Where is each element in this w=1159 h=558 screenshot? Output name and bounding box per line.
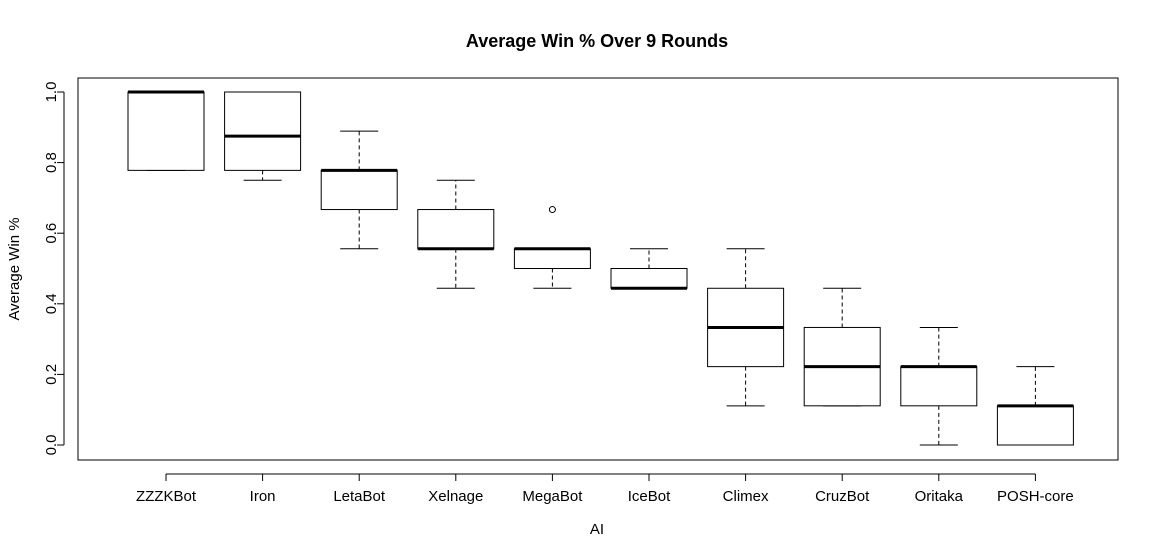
- x-tick-label: LetaBot: [333, 488, 386, 505]
- x-tick-label: Xelnage: [428, 488, 483, 505]
- box-rect: [513, 248, 591, 269]
- box-rect: [224, 91, 302, 171]
- plot-frame: [77, 77, 1119, 461]
- x-tick-label: POSH-core: [997, 488, 1074, 505]
- box-cruzbot: [803, 287, 881, 407]
- box-rect: [127, 91, 205, 171]
- box-rect: [417, 209, 495, 250]
- box-icebot: [610, 248, 688, 290]
- y-tick-label: 0.8: [43, 152, 60, 173]
- x-tick-label: Climex: [723, 488, 769, 505]
- box-rect: [900, 366, 978, 407]
- outlier-point: [548, 206, 556, 214]
- y-tick-label: 0.0: [43, 435, 60, 456]
- y-tick-label: 0.6: [43, 223, 60, 244]
- x-tick-label: MegaBot: [522, 488, 583, 505]
- chart-title: Average Win % Over 9 Rounds: [466, 31, 728, 51]
- box-xelnage: [417, 179, 495, 289]
- x-tick-label: CruzBot: [815, 488, 870, 505]
- box-climex: [707, 248, 785, 407]
- box-zzzkbot: [127, 90, 205, 171]
- y-tick-label: 0.2: [43, 364, 60, 385]
- boxes: [127, 90, 1074, 446]
- x-axis: ZZZKBot Iron LetaBot Xelnage MegaBot IceBot Cl…: [136, 473, 1074, 505]
- box-rect: [610, 268, 688, 289]
- y-tick-label: 0.4: [43, 293, 60, 314]
- box-rect: [320, 169, 398, 211]
- x-tick-label: Iron: [250, 488, 276, 505]
- y-axis: 0.0 0.2 0.4 0.6 0.8 1.0: [43, 82, 65, 456]
- x-axis-label: AI: [590, 521, 604, 538]
- x-tick-label: Oritaka: [915, 488, 964, 505]
- y-tick-label: 1.0: [43, 82, 60, 103]
- y-axis-label: Average Win %: [6, 217, 23, 320]
- box-megabot: [513, 206, 591, 289]
- box-oritaka: [900, 326, 978, 446]
- box-rect: [996, 405, 1074, 446]
- x-tick-label: ZZZKBot: [136, 488, 197, 505]
- box-letabot: [320, 130, 398, 250]
- x-tick-label: IceBot: [628, 488, 671, 505]
- box-iron: [224, 91, 302, 181]
- box-posh-core: [996, 366, 1074, 446]
